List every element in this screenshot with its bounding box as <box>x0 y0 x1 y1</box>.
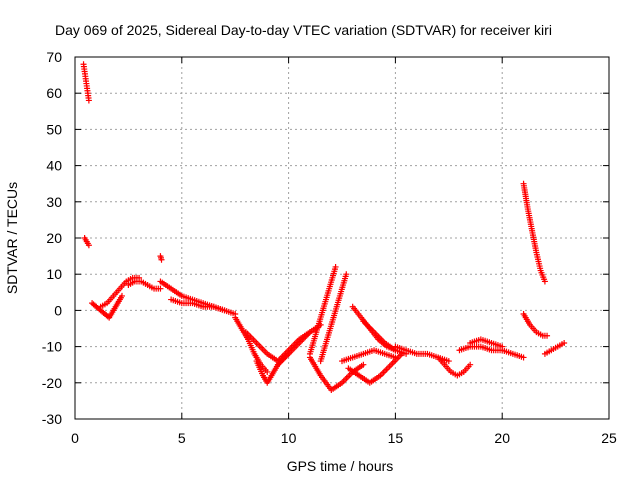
series-afternoon-b <box>345 350 405 386</box>
y-tick-label: -10 <box>42 339 62 355</box>
points-layer <box>80 61 568 394</box>
grid-layer <box>75 57 609 419</box>
y-tick-label: 40 <box>46 158 62 174</box>
series-evening-a <box>456 343 527 361</box>
y-tick-label: 0 <box>54 302 62 318</box>
x-axis-label: GPS time / hours <box>287 458 394 474</box>
data-point <box>118 292 125 299</box>
series-early-mid <box>81 235 92 249</box>
y-tick-label: 30 <box>46 194 62 210</box>
data-point <box>520 354 527 361</box>
series-spike-four <box>157 253 165 263</box>
series-midday-descent <box>232 314 271 375</box>
data-point <box>343 271 350 278</box>
series-morning-rise <box>97 274 143 310</box>
series-noon-rise-a <box>306 263 339 357</box>
series-late-drop <box>520 311 551 339</box>
data-point <box>544 332 551 339</box>
series-noon-tangle <box>274 321 324 368</box>
series-forenoon-b <box>168 296 228 314</box>
series-forenoon-a <box>157 278 239 318</box>
data-point <box>561 339 568 346</box>
data-point <box>445 358 452 365</box>
data-point <box>85 242 92 249</box>
x-tick-label: 15 <box>388 430 404 446</box>
series-evening-dip <box>435 354 474 379</box>
y-tick-label: 50 <box>46 121 62 137</box>
tick-layer: 0 5 10 15 20 25 -30 -20 -10 0 10 20 30 40 50 60 70 <box>42 49 617 446</box>
y-tick-label: 10 <box>46 266 62 282</box>
series-morning-low <box>89 292 125 321</box>
y-tick-label: 70 <box>46 49 62 65</box>
chart-title: Day 069 of 2025, Sidereal Day-to-day VTE… <box>55 22 552 38</box>
y-tick-label: -30 <box>42 411 62 427</box>
data-point <box>157 285 164 292</box>
series-late-spike <box>520 180 548 285</box>
x-tick-label: 25 <box>601 430 617 446</box>
data-point <box>360 361 367 368</box>
series-midday-cross <box>242 329 313 365</box>
data-point <box>541 278 548 285</box>
series-morning-peak <box>125 278 164 292</box>
series-noon-rise-b <box>317 271 350 365</box>
series-afternoon-d <box>360 318 410 357</box>
x-tick-label: 10 <box>281 430 297 446</box>
series-evening-b <box>467 336 506 350</box>
data-point <box>158 256 165 263</box>
x-tick-label: 5 <box>178 430 186 446</box>
data-point <box>85 97 92 104</box>
data-point <box>499 343 506 350</box>
x-tick-label: 20 <box>494 430 510 446</box>
y-tick-label: 20 <box>46 230 62 246</box>
y-tick-label: 60 <box>46 85 62 101</box>
plot-frame <box>74 56 610 420</box>
x-tick-label: 0 <box>71 430 79 446</box>
data-point <box>221 307 228 314</box>
series-early-high <box>80 61 92 104</box>
data-point <box>332 263 339 270</box>
data-point <box>264 368 271 375</box>
series-night-end <box>541 339 568 357</box>
y-axis-label: SDTVAR / TECUs <box>4 182 20 294</box>
data-point <box>467 361 474 368</box>
y-tick-label: -20 <box>42 375 62 391</box>
